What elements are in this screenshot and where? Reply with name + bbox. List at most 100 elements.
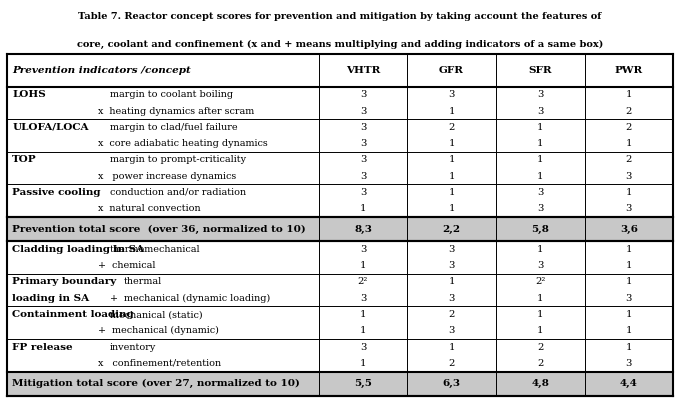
Text: core, coolant and confinement (x and + means multiplying and adding indicators o: core, coolant and confinement (x and + m… [77,40,603,49]
Text: 2: 2 [448,310,455,319]
Text: 3: 3 [360,343,366,352]
Text: 3: 3 [360,172,366,181]
Text: 3: 3 [360,188,366,197]
Text: 1: 1 [360,359,367,368]
Text: 1: 1 [537,172,543,181]
Text: 3: 3 [537,261,543,270]
Text: 3: 3 [537,204,543,213]
Text: 1: 1 [626,139,632,148]
Text: 4,8: 4,8 [531,379,549,388]
Text: 5,5: 5,5 [354,379,372,388]
Text: 1: 1 [448,172,455,181]
Text: margin to clad/fuel failure: margin to clad/fuel failure [110,123,238,132]
Text: 1: 1 [448,188,455,197]
Text: FP release: FP release [12,343,73,352]
Text: thermomechanical: thermomechanical [110,245,201,254]
Text: PWR: PWR [615,66,643,75]
Text: 1: 1 [360,310,367,319]
Text: 3: 3 [360,123,366,132]
Text: 1: 1 [626,326,632,335]
Text: 1: 1 [537,155,543,164]
Text: loading in SA: loading in SA [12,294,89,303]
Text: 2: 2 [448,359,455,368]
Text: 1: 1 [626,90,632,99]
Text: margin to coolant boiling: margin to coolant boiling [110,90,233,99]
Text: ULOFA/LOCA: ULOFA/LOCA [12,123,88,132]
Text: 3: 3 [626,204,632,213]
Text: Mitigation total score (over 27, normalized to 10): Mitigation total score (over 27, normali… [12,379,300,388]
Text: +  mechanical (dynamic): + mechanical (dynamic) [98,326,219,336]
Text: 3: 3 [626,294,632,303]
Text: +  mechanical (dynamic loading): + mechanical (dynamic loading) [110,294,271,303]
Text: mechanical (static): mechanical (static) [110,310,203,319]
Text: 3: 3 [537,188,543,197]
Text: 2: 2 [626,123,632,132]
Text: 3: 3 [626,172,632,181]
Text: Primary boundary: Primary boundary [12,278,116,286]
Text: 2: 2 [626,155,632,164]
Text: 2,2: 2,2 [443,224,460,234]
Text: TOP: TOP [12,155,37,164]
Text: 4,4: 4,4 [620,379,638,388]
Text: 6,3: 6,3 [443,379,460,388]
Text: 3: 3 [448,245,455,254]
Text: x  core adiabatic heating dynamics: x core adiabatic heating dynamics [98,139,268,148]
Text: 1: 1 [537,139,543,148]
Text: inventory: inventory [110,343,156,352]
Text: Cladding loading in SA: Cladding loading in SA [12,245,144,254]
Text: 3: 3 [537,90,543,99]
Text: 1: 1 [626,245,632,254]
Text: 3: 3 [448,326,455,335]
Text: 1: 1 [448,106,455,116]
Text: 3: 3 [448,90,455,99]
Text: 1: 1 [626,188,632,197]
Text: 1: 1 [626,310,632,319]
Text: 3,6: 3,6 [620,224,638,234]
Text: 1: 1 [360,261,367,270]
Text: +  chemical: + chemical [98,261,156,270]
Text: 3: 3 [360,245,366,254]
Text: 2: 2 [537,359,543,368]
Text: 2²: 2² [535,278,545,286]
Text: Prevention total score  (over 36, normalized to 10): Prevention total score (over 36, normali… [12,224,306,234]
Text: LOHS: LOHS [12,90,46,99]
Text: 3: 3 [626,359,632,368]
Bar [7,372,673,396]
Text: 3: 3 [360,139,366,148]
Text: 3: 3 [537,106,543,116]
Text: 1: 1 [360,326,367,335]
Text: Containment loading: Containment loading [12,310,134,319]
Text: x  heating dynamics after scram: x heating dynamics after scram [98,106,254,116]
Text: Table 7. Reactor concept scores for prevention and mitigation by taking account : Table 7. Reactor concept scores for prev… [78,12,602,21]
Text: 1: 1 [626,278,632,286]
Text: 2²: 2² [358,278,368,286]
Text: 1: 1 [448,155,455,164]
Text: conduction and/or radiation: conduction and/or radiation [110,188,246,197]
Text: 1: 1 [448,278,455,286]
Text: 1: 1 [537,294,543,303]
Text: 1: 1 [537,310,543,319]
Text: 1: 1 [537,123,543,132]
Text: 8,3: 8,3 [354,224,372,234]
Text: 3: 3 [360,294,366,303]
Text: margin to prompt-criticality: margin to prompt-criticality [110,155,246,164]
Text: 3: 3 [360,106,366,116]
Text: 1: 1 [448,139,455,148]
Text: 3: 3 [360,90,366,99]
Text: 2: 2 [626,106,632,116]
Text: 1: 1 [448,343,455,352]
Text: 3: 3 [448,294,455,303]
Text: 2: 2 [448,123,455,132]
Text: 1: 1 [448,204,455,213]
Text: x  natural convection: x natural convection [98,204,201,213]
Text: thermal: thermal [124,278,162,286]
Text: 1: 1 [537,245,543,254]
Text: SFR: SFR [528,66,552,75]
Text: 1: 1 [626,343,632,352]
Text: 3: 3 [448,261,455,270]
Bar [7,217,673,241]
Text: GFR: GFR [439,66,464,75]
Text: 2: 2 [537,343,543,352]
Text: Prevention indicators /concept: Prevention indicators /concept [12,66,191,75]
Text: 5,8: 5,8 [531,224,549,234]
